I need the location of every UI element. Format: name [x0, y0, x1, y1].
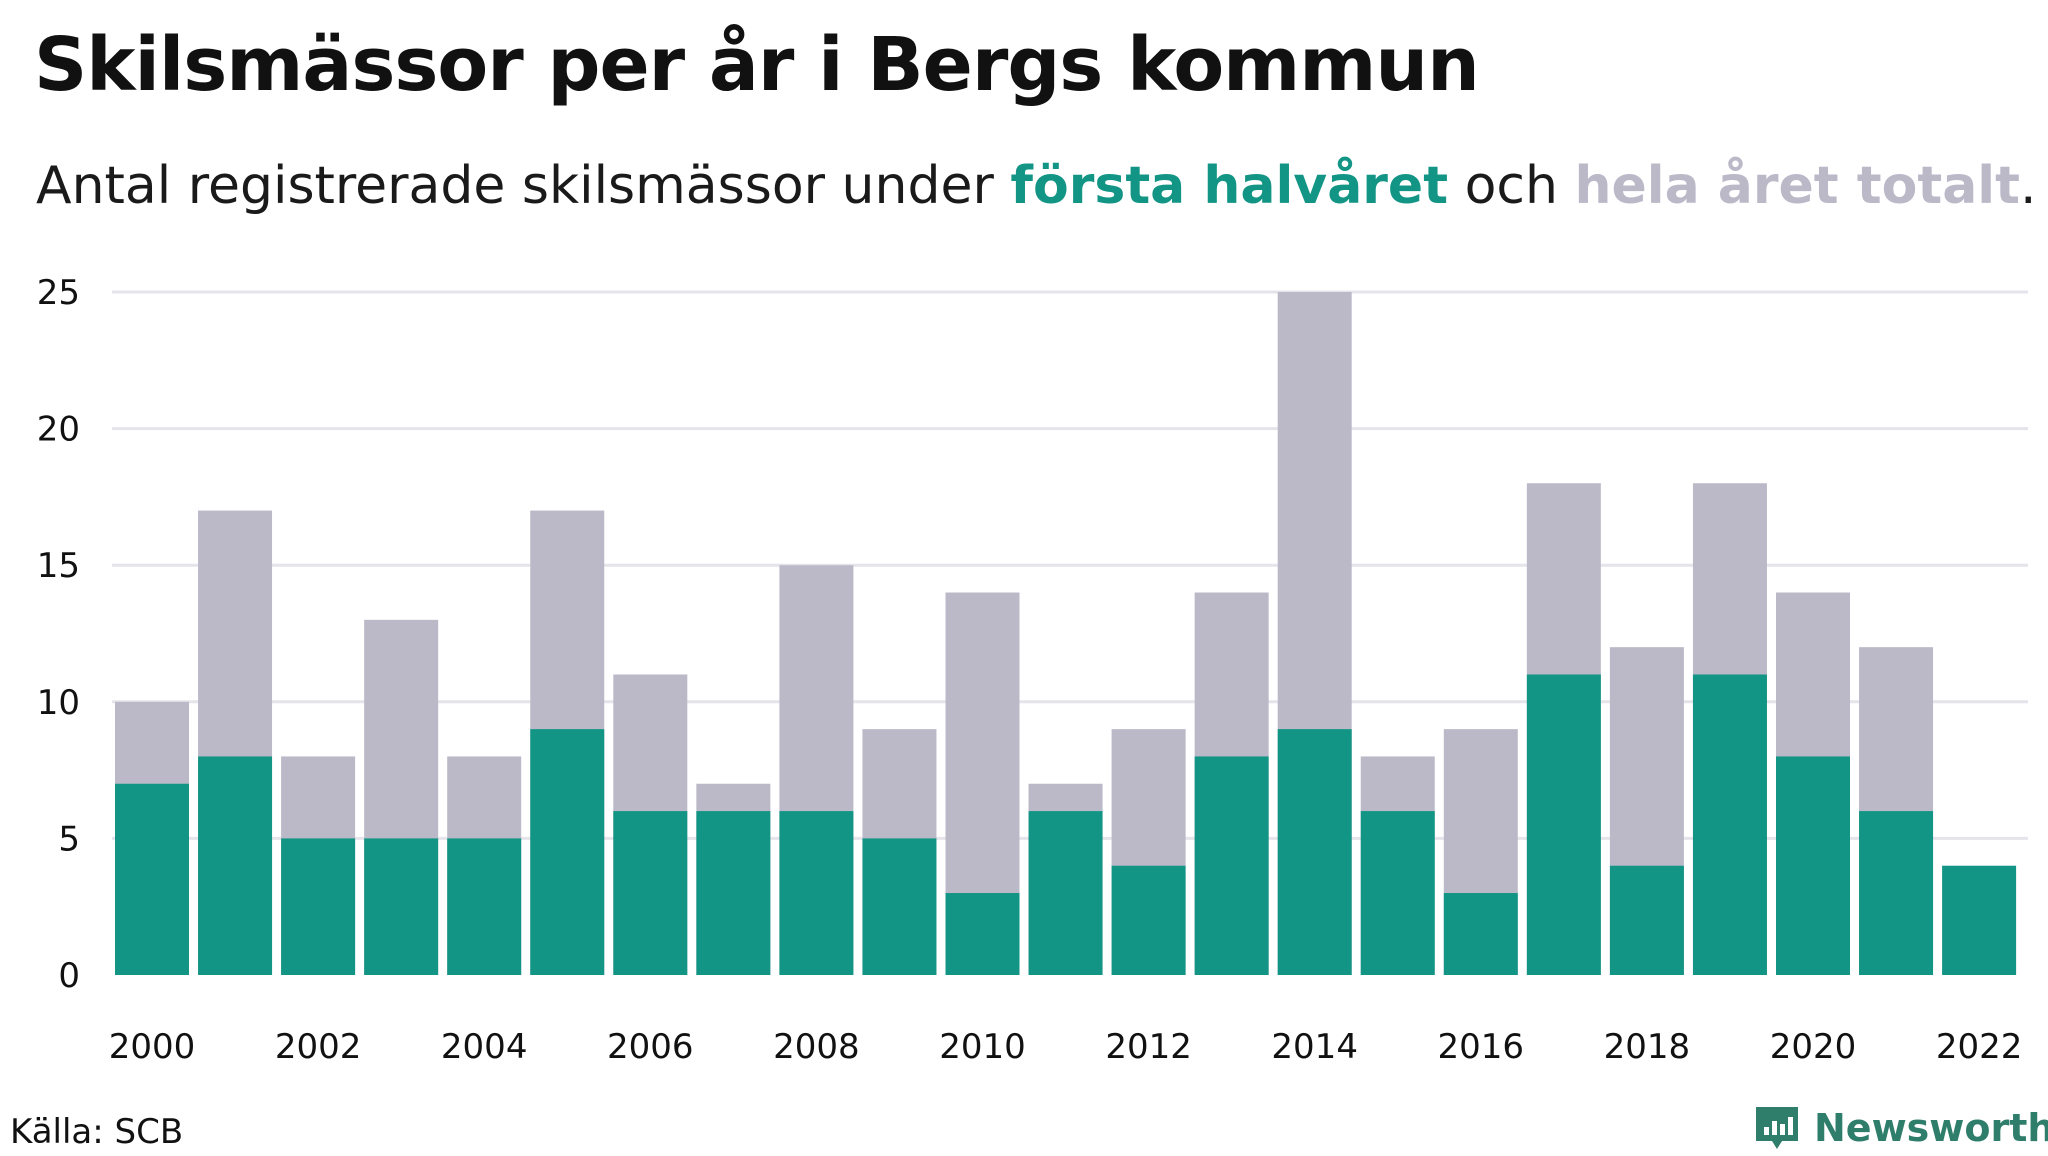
bar-first-half-2006	[613, 811, 688, 975]
bars	[115, 292, 2017, 975]
bar-first-half-2007	[696, 811, 771, 975]
y-tick-label: 0	[58, 956, 80, 996]
chart-title: Skilsmässor per år i Bergs kommun	[34, 22, 1480, 108]
x-tick-label: 2006	[607, 1027, 694, 1067]
bar-first-half-2015	[1360, 811, 1435, 975]
bar-first-half-2018	[1609, 865, 1684, 975]
newsworthy-logo-icon	[1756, 1107, 1798, 1149]
bar-first-half-2004	[447, 838, 522, 975]
x-tick-label: 2022	[1936, 1027, 2023, 1067]
y-axis-tick-labels: 0 5 10 15 20 25	[37, 273, 80, 996]
bar-first-half-2021	[1859, 811, 1934, 975]
bar-first-half-2013	[1194, 756, 1269, 975]
bar-first-half-2003	[364, 838, 439, 975]
y-tick-label: 5	[58, 819, 80, 859]
x-tick-label: 2018	[1604, 1027, 1691, 1067]
brand-name: Newsworthy	[1814, 1106, 2048, 1150]
x-tick-label: 2008	[773, 1027, 860, 1067]
x-tick-label: 2000	[109, 1027, 196, 1067]
x-tick-label: 2020	[1770, 1027, 1857, 1067]
bar-first-half-2001	[198, 756, 273, 975]
x-tick-label: 2012	[1105, 1027, 1192, 1067]
x-axis-tick-labels: 2000 2002 2004 2006 2008 2010 2012 2014 2016 2018…	[109, 1027, 2023, 1067]
bar-first-half-2017	[1526, 674, 1601, 975]
bar-first-half-2019	[1692, 674, 1767, 975]
subtitle-prefix: Antal registrerade skilsmässor under	[36, 156, 1011, 216]
bar-first-half-2020	[1776, 756, 1850, 975]
subtitle-first-half-highlight: första halvåret	[1010, 156, 1449, 216]
bar-first-half-2016	[1443, 893, 1518, 975]
bar-first-half-2000	[115, 783, 189, 975]
y-tick-label: 10	[37, 683, 80, 723]
bar-first-half-2002	[281, 838, 356, 975]
x-tick-label: 2016	[1438, 1027, 1525, 1067]
bar-first-half-2010	[945, 893, 1020, 975]
bar-first-half-2014	[1277, 729, 1352, 975]
x-tick-label: 2002	[275, 1027, 362, 1067]
x-tick-label: 2004	[441, 1027, 528, 1067]
subtitle-full-year-highlight: hela året totalt	[1574, 156, 2020, 216]
y-tick-label: 25	[37, 273, 80, 313]
subtitle-suffix: .	[2019, 156, 2037, 216]
bar-first-half-2022	[1942, 865, 2017, 975]
chart-subtitle: Antal registrerade skilsmässor under för…	[36, 156, 2037, 216]
bar-first-half-2005	[530, 729, 605, 975]
subtitle-middle: och	[1448, 156, 1575, 216]
brand-logo: Newsworthy	[1752, 1100, 2048, 1156]
bar-first-half-2012	[1111, 865, 1186, 975]
y-tick-label: 20	[37, 410, 80, 450]
x-tick-label: 2014	[1271, 1027, 1358, 1067]
x-tick-label: 2010	[939, 1027, 1026, 1067]
source-note: Källa: SCB	[10, 1112, 184, 1152]
y-tick-label: 15	[37, 546, 80, 586]
bar-first-half-2011	[1028, 811, 1103, 975]
bar-first-half-2009	[862, 838, 937, 975]
bar-first-half-2008	[779, 811, 854, 975]
